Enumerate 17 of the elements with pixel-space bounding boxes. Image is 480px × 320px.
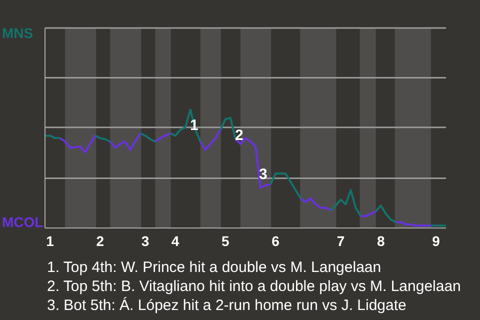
x-tick-label: 4 (171, 232, 180, 249)
x-tick-label: 6 (272, 232, 280, 249)
annotation: 1 (190, 117, 198, 134)
text: 3. Bot 5th: Á. López hit a 2-run home run vs J. Lidgate (47, 296, 408, 315)
x-tick-label: 8 (376, 232, 385, 249)
text: 2. Top 5th: B. Vitagliano hit into a double play vs M. Langelaan (47, 277, 461, 296)
x-tick-label: 7 (336, 232, 345, 249)
text: MCOL (2, 214, 44, 230)
x-tick-label: 5 (222, 232, 230, 249)
x-tick-label: 9 (432, 232, 440, 249)
text: 1. Top 4th: W. Prince hit a double vs M. Langelaan (47, 258, 382, 277)
text: MNS (2, 25, 34, 41)
annotation: 3 (259, 166, 268, 183)
x-tick-label: 3 (141, 232, 150, 249)
x-tick-label: 1 (46, 232, 54, 249)
annotation: 2 (235, 127, 244, 144)
x-tick-label: 2 (96, 232, 104, 249)
